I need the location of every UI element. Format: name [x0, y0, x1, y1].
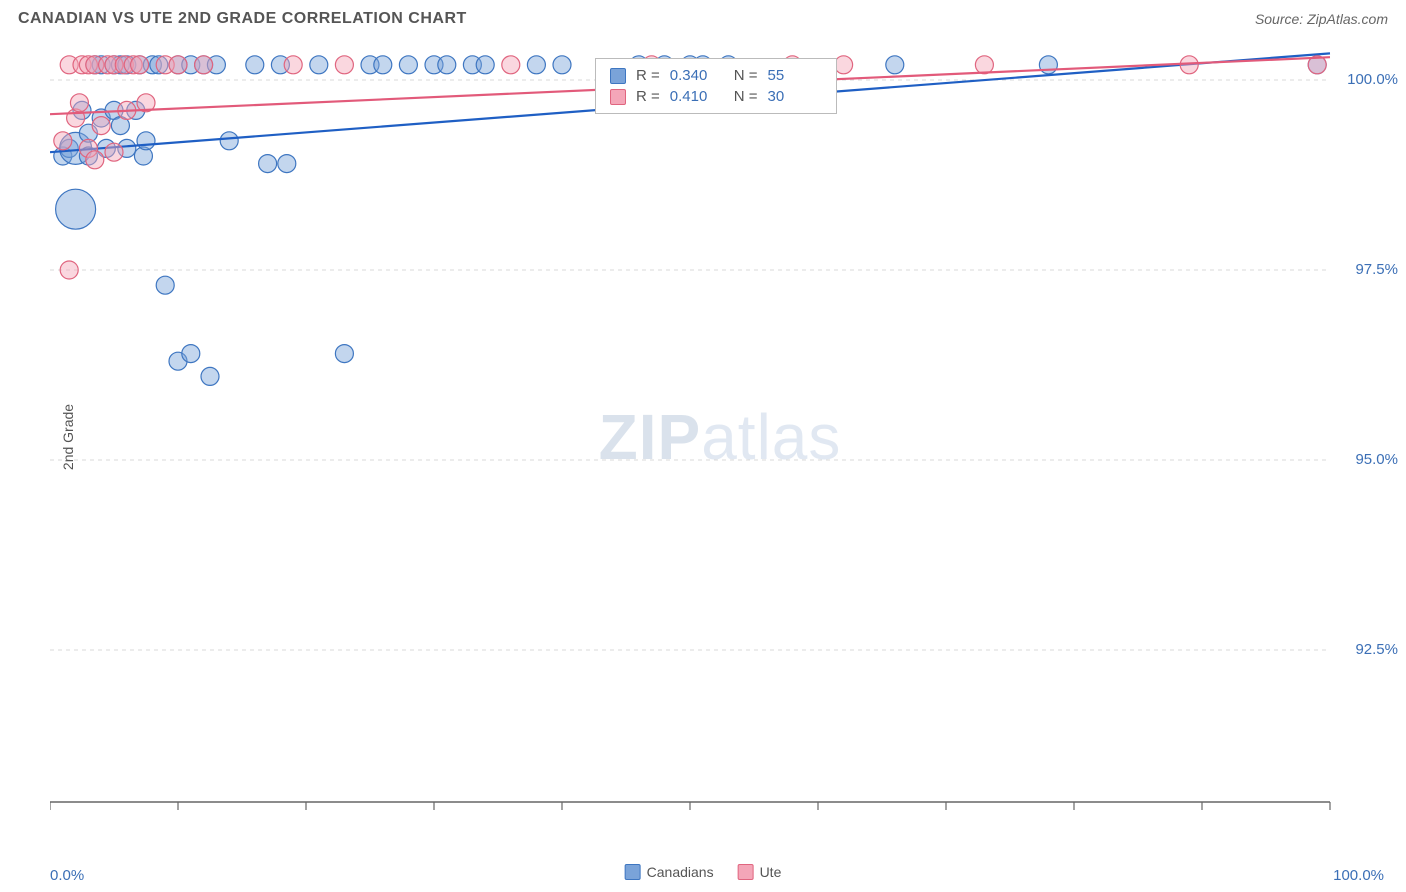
y-tick-label: 97.5% [1355, 261, 1398, 278]
chart-title: CANADIAN VS UTE 2ND GRADE CORRELATION CH… [18, 10, 467, 28]
stat-n-label: N = [734, 88, 758, 105]
legend-label: Ute [760, 864, 782, 880]
x-max-label: 100.0% [1333, 867, 1384, 884]
legend-item: Canadians [625, 864, 714, 880]
scatter-chart [50, 42, 1390, 832]
data-point [278, 155, 296, 173]
stat-r-label: R = [636, 88, 660, 105]
stat-r-value: 0.410 [670, 88, 724, 105]
data-point [502, 56, 520, 74]
data-point [60, 261, 78, 279]
correlation-stat-box: R = 0.340 N = 55 R = 0.410 N = 30 [595, 58, 837, 114]
data-point [105, 143, 123, 161]
data-point [310, 56, 328, 74]
data-point [156, 276, 174, 294]
data-point [476, 56, 494, 74]
data-point [284, 56, 302, 74]
data-point [886, 56, 904, 74]
stat-n-value: 55 [768, 67, 822, 84]
chart-source: Source: ZipAtlas.com [1255, 11, 1388, 27]
data-point [438, 56, 456, 74]
data-point [54, 132, 72, 150]
legend-swatch [610, 68, 626, 84]
y-tick-label: 92.5% [1355, 641, 1398, 658]
data-point [131, 56, 149, 74]
stat-row: R = 0.340 N = 55 [596, 65, 836, 86]
data-point [527, 56, 545, 74]
legend-item: Ute [738, 864, 782, 880]
legend-label: Canadians [647, 864, 714, 880]
data-point [553, 56, 571, 74]
data-point [975, 56, 993, 74]
data-point [56, 189, 96, 229]
data-point [182, 345, 200, 363]
data-point [246, 56, 264, 74]
data-point [259, 155, 277, 173]
y-tick-label: 100.0% [1347, 71, 1398, 88]
data-point [201, 367, 219, 385]
x-min-label: 0.0% [50, 867, 84, 884]
stat-r-label: R = [636, 67, 660, 84]
data-point [195, 56, 213, 74]
legend-swatch [738, 864, 754, 880]
legend-swatch [625, 864, 641, 880]
stat-n-label: N = [734, 67, 758, 84]
stat-r-value: 0.340 [670, 67, 724, 84]
data-point [335, 56, 353, 74]
data-point [169, 56, 187, 74]
legend-swatch [610, 89, 626, 105]
data-point [399, 56, 417, 74]
data-point [220, 132, 238, 150]
data-point [86, 151, 104, 169]
y-axis-label: 2nd Grade [60, 404, 76, 470]
chart-header: CANADIAN VS UTE 2ND GRADE CORRELATION CH… [0, 0, 1406, 34]
data-point [374, 56, 392, 74]
data-point [137, 132, 155, 150]
data-point [335, 345, 353, 363]
data-point [70, 94, 88, 112]
chart-container: 2nd Grade ZIPatlas R =0.340N =55R =0.410… [50, 42, 1390, 832]
stat-row: R = 0.410 N = 30 [596, 86, 836, 107]
y-tick-label: 95.0% [1355, 451, 1398, 468]
series-legend: Canadians Ute [625, 864, 782, 880]
data-point [835, 56, 853, 74]
stat-n-value: 30 [768, 88, 822, 105]
data-point [92, 117, 110, 135]
